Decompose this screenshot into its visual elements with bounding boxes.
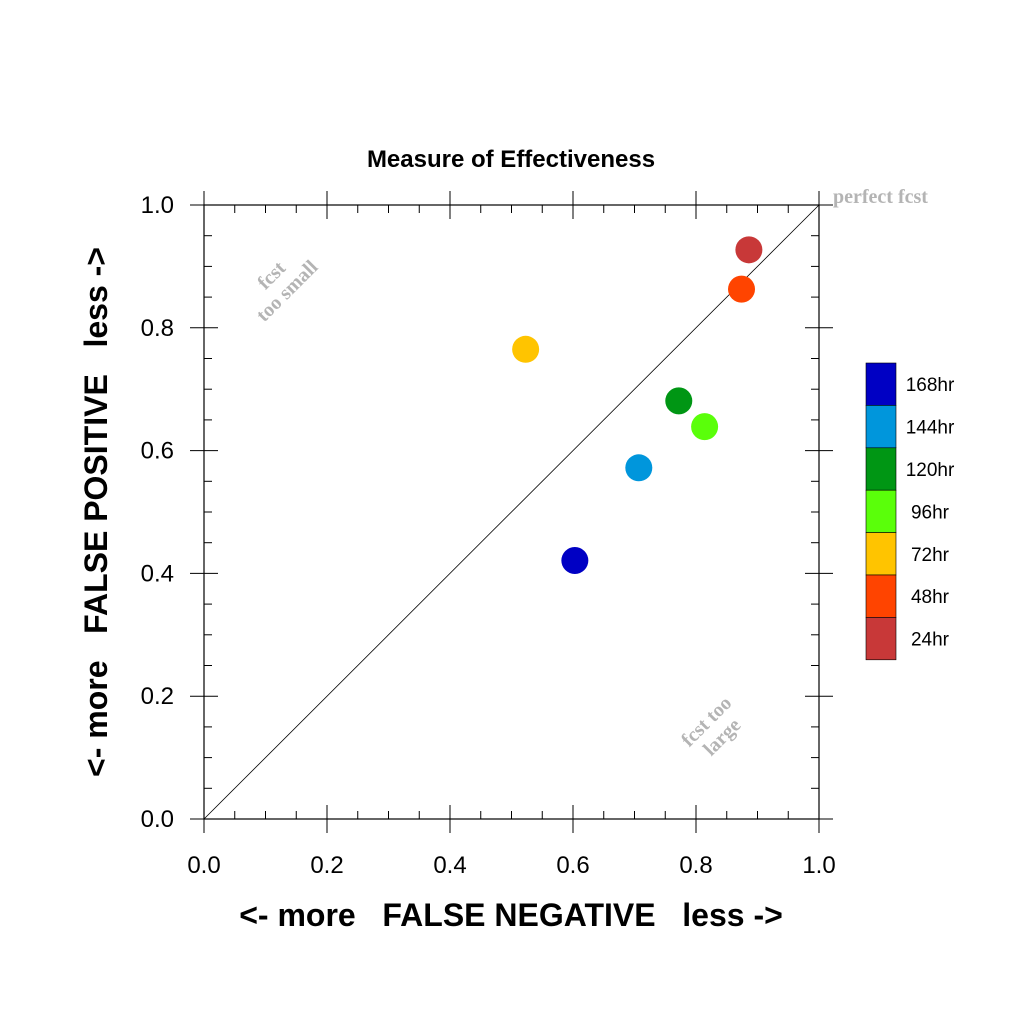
perfect-forecast-line xyxy=(203,204,820,820)
data-points xyxy=(512,236,763,575)
y-tick-label: 0.6 xyxy=(141,438,174,465)
point-24hr xyxy=(735,236,763,264)
axis-tick-labels: 0.0 0.2 0.4 0.6 0.8 1.0 0.0 0.2 0.4 0.6 0.8 1.0 xyxy=(141,192,836,879)
y-tick-label: 0.2 xyxy=(141,683,174,710)
chart-title: Measure of Effectiveness xyxy=(367,146,655,173)
y-tick-label: 0.8 xyxy=(141,315,174,342)
legend-swatch-96hr xyxy=(865,489,897,533)
legend-swatch-120hr xyxy=(865,447,897,491)
legend-swatch-24hr xyxy=(865,617,897,661)
y-tick-label: 1.0 xyxy=(141,192,174,219)
legend-label-48hr: 48hr xyxy=(911,587,950,608)
perfect-fcst-label: perfect fcst xyxy=(833,186,928,208)
x-tick-label: 0.0 xyxy=(187,852,220,879)
x-tick-label: 0.2 xyxy=(310,852,343,879)
x-tick-label: 0.6 xyxy=(556,852,589,879)
legend-label-96hr: 96hr xyxy=(911,502,950,523)
legend-label-144hr: 144hr xyxy=(906,418,955,439)
fcst-too-large-label: fcst too large xyxy=(677,692,745,760)
legend-label-168hr: 168hr xyxy=(906,375,955,396)
point-48hr xyxy=(728,275,756,303)
y-axis-title: <- more FALSE POSITIVE less -> xyxy=(78,247,114,777)
legend-swatch-144hr xyxy=(865,405,897,449)
legend-swatch-168hr xyxy=(865,362,897,406)
fcst-too-small-line2: too small xyxy=(252,256,322,326)
point-72hr xyxy=(512,335,540,363)
x-tick-label: 0.4 xyxy=(433,852,466,879)
legend-swatch-72hr xyxy=(865,532,897,576)
x-tick-label: 0.8 xyxy=(679,852,712,879)
x-tick-label: 1.0 xyxy=(802,852,835,879)
legend-label-120hr: 120hr xyxy=(906,460,955,481)
point-144hr xyxy=(625,454,653,482)
legend-label-72hr: 72hr xyxy=(911,545,950,566)
legend-swatch-48hr xyxy=(865,574,897,618)
x-axis-title: <- more FALSE NEGATIVE less -> xyxy=(239,897,783,933)
y-tick-label: 0.0 xyxy=(141,806,174,833)
legend: 168hr 144hr 120hr 96hr 72hr 48hr 24hr xyxy=(865,362,955,661)
axis-ticks xyxy=(190,191,833,833)
point-168hr xyxy=(561,547,589,575)
fcst-too-small-label: fcst too small xyxy=(252,256,322,326)
legend-label-24hr: 24hr xyxy=(911,630,950,651)
point-120hr xyxy=(665,387,693,415)
point-96hr xyxy=(691,413,719,441)
y-tick-label: 0.4 xyxy=(141,560,174,587)
